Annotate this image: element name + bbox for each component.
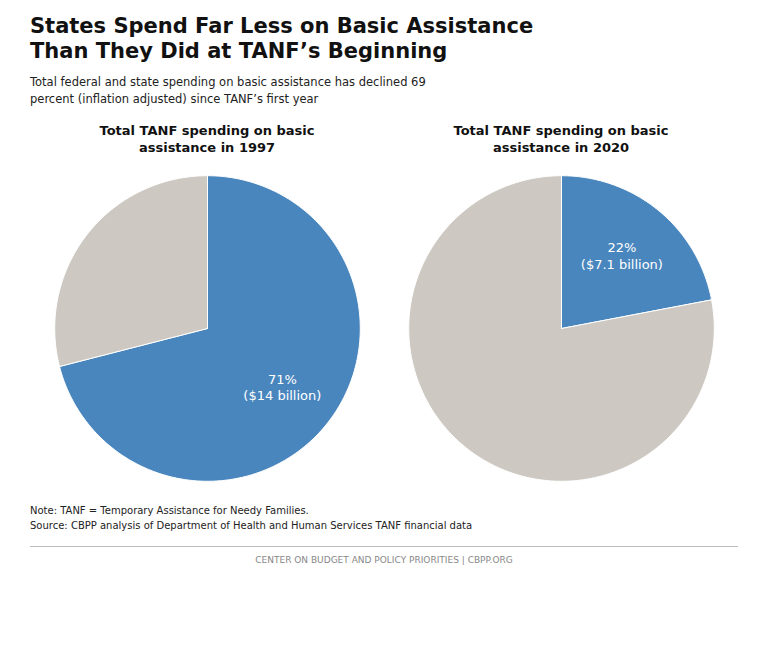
html-text:Note: TANF = Temporary Assista: Note: TANF = Temporary Assistance for Ne… xyxy=(30,504,473,532)
html-text:CENTER ON BUDGET AND POLICY PR: CENTER ON BUDGET AND POLICY PRIORITIES |… xyxy=(255,554,513,565)
svg-text:22%($7.1 billion): 22%($7.1 billion) xyxy=(581,240,663,272)
html-text:States Spend Far Less on Basic: States Spend Far Less on Basic Assistanc… xyxy=(30,14,534,64)
html-text:Total federal and state spendi: Total federal and state spending on basi… xyxy=(30,75,426,106)
svg-text:71%($14 billion): 71%($14 billion) xyxy=(243,371,321,403)
html-text:Total TANF spending on basic a: Total TANF spending on basic assistance … xyxy=(99,122,315,156)
html-text:Total TANF spending on basic a: Total TANF spending on basic assistance … xyxy=(453,122,669,156)
